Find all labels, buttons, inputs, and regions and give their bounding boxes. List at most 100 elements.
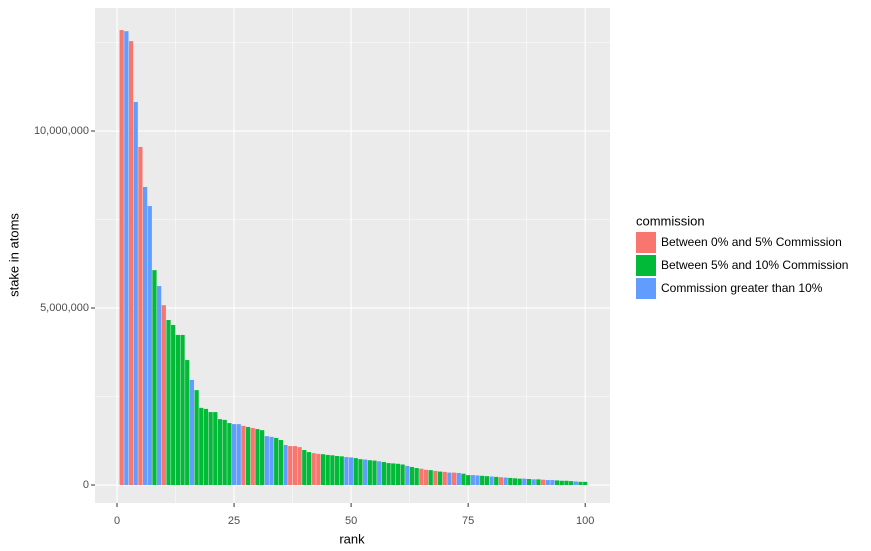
bar xyxy=(550,480,555,486)
bar xyxy=(213,412,218,486)
x-tick-label: 0 xyxy=(114,515,120,527)
bar xyxy=(250,428,255,486)
bar xyxy=(363,459,368,486)
bar xyxy=(325,454,330,486)
bar xyxy=(372,460,377,486)
bar xyxy=(171,325,176,486)
bar xyxy=(489,476,494,486)
bar xyxy=(554,480,560,486)
bar xyxy=(320,454,326,486)
legend-label: Commission greater than 10% xyxy=(661,281,823,295)
bar xyxy=(292,446,298,486)
bar xyxy=(494,476,499,486)
bar xyxy=(395,463,401,486)
bar xyxy=(199,407,204,486)
bar xyxy=(414,468,419,486)
bar xyxy=(353,458,358,486)
bar xyxy=(264,436,269,486)
bar xyxy=(428,470,433,486)
bar xyxy=(339,456,344,486)
bar xyxy=(194,390,199,486)
bar xyxy=(517,478,522,486)
bar xyxy=(466,475,471,486)
bar xyxy=(147,206,152,486)
bar xyxy=(442,471,447,486)
axes: 0 25 50 75 100 0 5,000,000 10,000,000 xyxy=(34,125,594,527)
bar xyxy=(316,453,321,486)
bar xyxy=(456,472,461,486)
bar xyxy=(175,334,180,486)
bar xyxy=(569,481,574,486)
bar xyxy=(531,479,536,486)
bar xyxy=(358,459,363,486)
bar xyxy=(231,424,237,486)
legend-label: Between 0% and 5% Commission xyxy=(661,235,842,249)
bar xyxy=(564,480,569,486)
bar xyxy=(405,465,410,486)
bar xyxy=(124,31,129,486)
bar xyxy=(409,466,415,486)
bar xyxy=(461,473,466,486)
bar xyxy=(180,334,185,486)
y-tick-label: 10,000,000 xyxy=(34,125,89,137)
bar xyxy=(522,478,527,486)
bar xyxy=(526,478,532,486)
bar xyxy=(400,464,405,486)
legend-swatch xyxy=(636,278,656,299)
bar xyxy=(377,461,382,486)
bar xyxy=(157,286,162,486)
bar xyxy=(302,449,307,486)
bar xyxy=(274,437,279,486)
bar xyxy=(222,419,227,486)
x-tick-label: 75 xyxy=(462,515,474,527)
bar xyxy=(381,462,386,486)
bar xyxy=(138,146,143,486)
grid xyxy=(95,8,610,503)
bar xyxy=(503,477,508,486)
bar xyxy=(189,379,195,486)
bar xyxy=(297,447,302,486)
bar xyxy=(269,436,274,486)
bar xyxy=(367,460,372,486)
bar xyxy=(260,430,265,486)
bar xyxy=(306,452,312,486)
bar xyxy=(217,419,223,486)
bar xyxy=(484,476,489,486)
bar xyxy=(545,480,550,486)
bar xyxy=(475,475,480,486)
bar xyxy=(578,481,583,486)
bar xyxy=(344,457,349,486)
bar xyxy=(348,457,354,486)
bar xyxy=(583,481,588,486)
bar xyxy=(536,479,541,486)
bar xyxy=(423,469,429,486)
bar xyxy=(391,463,396,486)
bar xyxy=(330,455,335,486)
bar xyxy=(498,477,504,486)
bar xyxy=(152,270,157,486)
bar xyxy=(128,41,134,486)
x-tick-label: 100 xyxy=(576,515,594,527)
bar xyxy=(142,186,148,486)
bar xyxy=(559,480,564,486)
bar xyxy=(540,479,546,486)
y-tick-label: 5,000,000 xyxy=(40,302,89,314)
legend-title: commission xyxy=(636,213,705,228)
bar xyxy=(208,412,213,486)
bar xyxy=(203,408,209,486)
bar xyxy=(419,468,424,486)
bar xyxy=(166,320,171,486)
bar xyxy=(133,101,138,486)
y-axis-title: stake in atoms xyxy=(6,213,21,297)
x-axis-title: rank xyxy=(339,531,365,546)
bar xyxy=(437,471,443,486)
bar xyxy=(283,445,288,486)
bar xyxy=(386,463,391,486)
legend-swatch xyxy=(636,232,656,253)
bar xyxy=(433,470,438,486)
legend-swatch xyxy=(636,255,656,276)
bar xyxy=(278,440,283,486)
bar xyxy=(512,478,518,486)
